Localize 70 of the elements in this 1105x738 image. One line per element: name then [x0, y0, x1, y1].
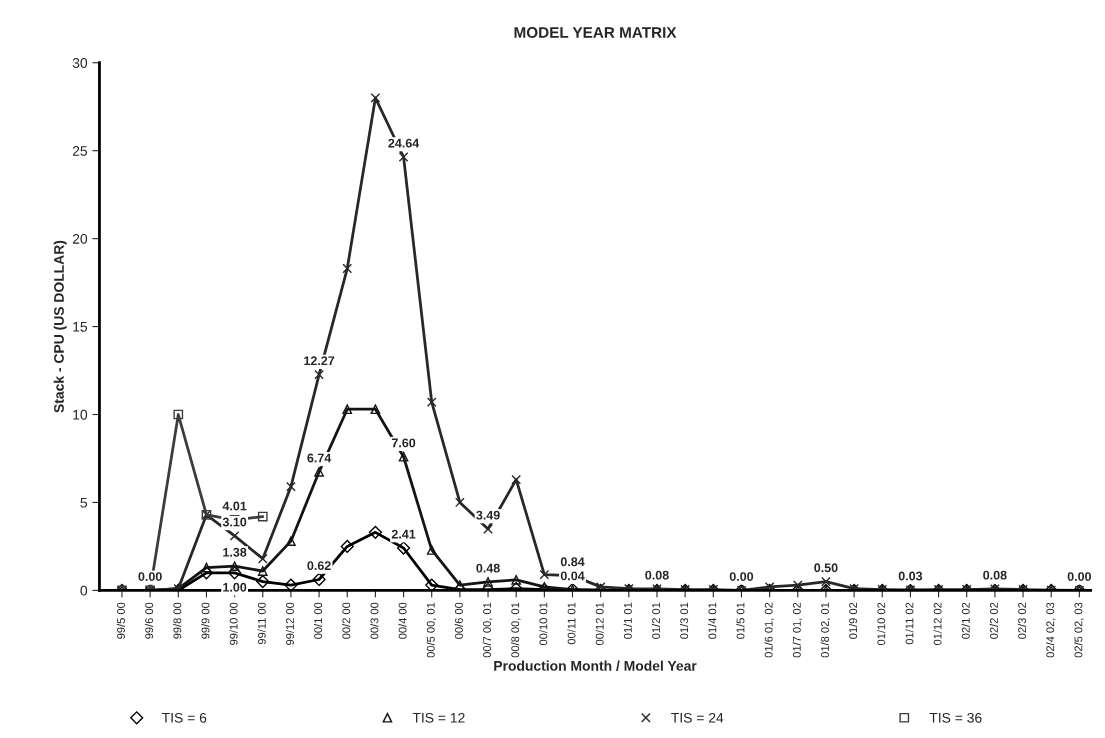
data-label: 0.00 [138, 572, 162, 581]
data-label: 0.08 [645, 570, 669, 580]
y-tick-label: 10 [73, 409, 88, 420]
x-tick-label: 01/2 01 [651, 602, 660, 639]
legend-label: TIS = 36 [929, 712, 982, 723]
x-tick-label: 01/8 02, 01 [820, 602, 831, 658]
x-tick-label: 00/3 00 [370, 602, 379, 639]
x-tick-label: 99/9 00 [201, 602, 210, 639]
data-label: 2.41 [391, 529, 416, 539]
x-tick-label: 00/12 01 [595, 602, 604, 646]
x-tick-label: 00/5 00, 01 [426, 602, 437, 658]
data-label: 0.08 [983, 570, 1007, 580]
data-label: 3.10 [222, 517, 247, 527]
data-label: 0.84 [560, 557, 585, 567]
x-tick-label: 02/4 02, 03 [1046, 602, 1056, 658]
x-tick-label: 02/1 02 [961, 602, 970, 639]
x-tick-label: 01/4 01 [708, 602, 717, 639]
x-tick-label: 99/11 00 [257, 602, 266, 645]
legend-label: TIS = 6 [162, 712, 207, 723]
data-label: 6.74 [307, 453, 332, 463]
data-label: 0.00 [1067, 572, 1092, 581]
x-tick-label: 00/11 01 [567, 602, 576, 645]
y-axis-title: Stack - CPU (US DOLLAR) [53, 240, 67, 413]
data-label: 0.48 [476, 563, 500, 573]
x-tick-label: 00/8 00, 01 [511, 602, 521, 658]
data-label: 1.38 [223, 547, 247, 557]
data-label: 0.03 [898, 571, 923, 581]
y-tick-label: 30 [72, 58, 88, 68]
x-tick-label: 99/10 00 [229, 602, 238, 645]
x-tick-label: 01/11 02 [905, 602, 914, 645]
chart-title: MODEL YEAR MATRIX [514, 27, 677, 38]
x-tick-label: 00/2 00 [342, 602, 351, 639]
x-tick-label: 02/2 02 [989, 602, 998, 639]
data-label: 0.50 [814, 563, 838, 573]
y-tick-label: 15 [73, 322, 88, 332]
data-label: 24.64 [388, 138, 420, 148]
y-tick-label: 20 [72, 233, 88, 244]
data-label: 3.49 [476, 510, 500, 520]
x-axis-title: Production Month / Model Year [494, 660, 697, 671]
x-tick-label: 01/9 02 [848, 602, 858, 639]
y-tick-label: 25 [72, 146, 88, 156]
x-tick-label: 99/12 00 [285, 602, 294, 645]
x-tick-label: 00/7 00, 01 [482, 602, 493, 658]
x-tick-label: 00/4 00 [398, 602, 407, 639]
x-tick-label: 01/12 02 [933, 602, 942, 646]
x-tick-label: 00/1 00 [313, 602, 323, 639]
x-tick-label: 99/6 00 [144, 602, 154, 639]
data-label: 1.00 [223, 582, 247, 592]
legend-label: TIS = 12 [412, 712, 465, 723]
x-tick-label: 00/10 01 [539, 602, 548, 646]
x-tick-label: 01/3 01 [679, 602, 689, 639]
x-tick-label: 01/1 01 [623, 602, 632, 639]
data-label: 12.27 [304, 356, 335, 366]
x-tick-label: 01/7 01, 02 [792, 602, 803, 658]
x-tick-label: 99/5 00 [116, 602, 125, 639]
data-label: 7.60 [391, 438, 416, 448]
x-tick-label: 02/3 02 [1017, 602, 1027, 639]
data-label: 0.62 [307, 561, 331, 571]
data-label: 0.00 [729, 572, 754, 581]
y-tick-label: 0 [80, 585, 88, 596]
x-tick-label: 01/6 01, 02 [764, 602, 774, 658]
x-tick-label: 01/5 01 [736, 602, 745, 639]
x-tick-label: 00/6 00 [454, 602, 463, 639]
x-tick-label: 99/8 00 [173, 602, 182, 639]
x-tick-label: 01/10 02 [877, 602, 886, 646]
y-tick-label: 5 [80, 497, 88, 508]
x-tick-label: 02/5 02, 03 [1074, 602, 1084, 658]
data-label: 0.04 [560, 571, 585, 581]
legend-label: TIS = 24 [671, 712, 724, 723]
data-label: 4.01 [222, 501, 247, 511]
